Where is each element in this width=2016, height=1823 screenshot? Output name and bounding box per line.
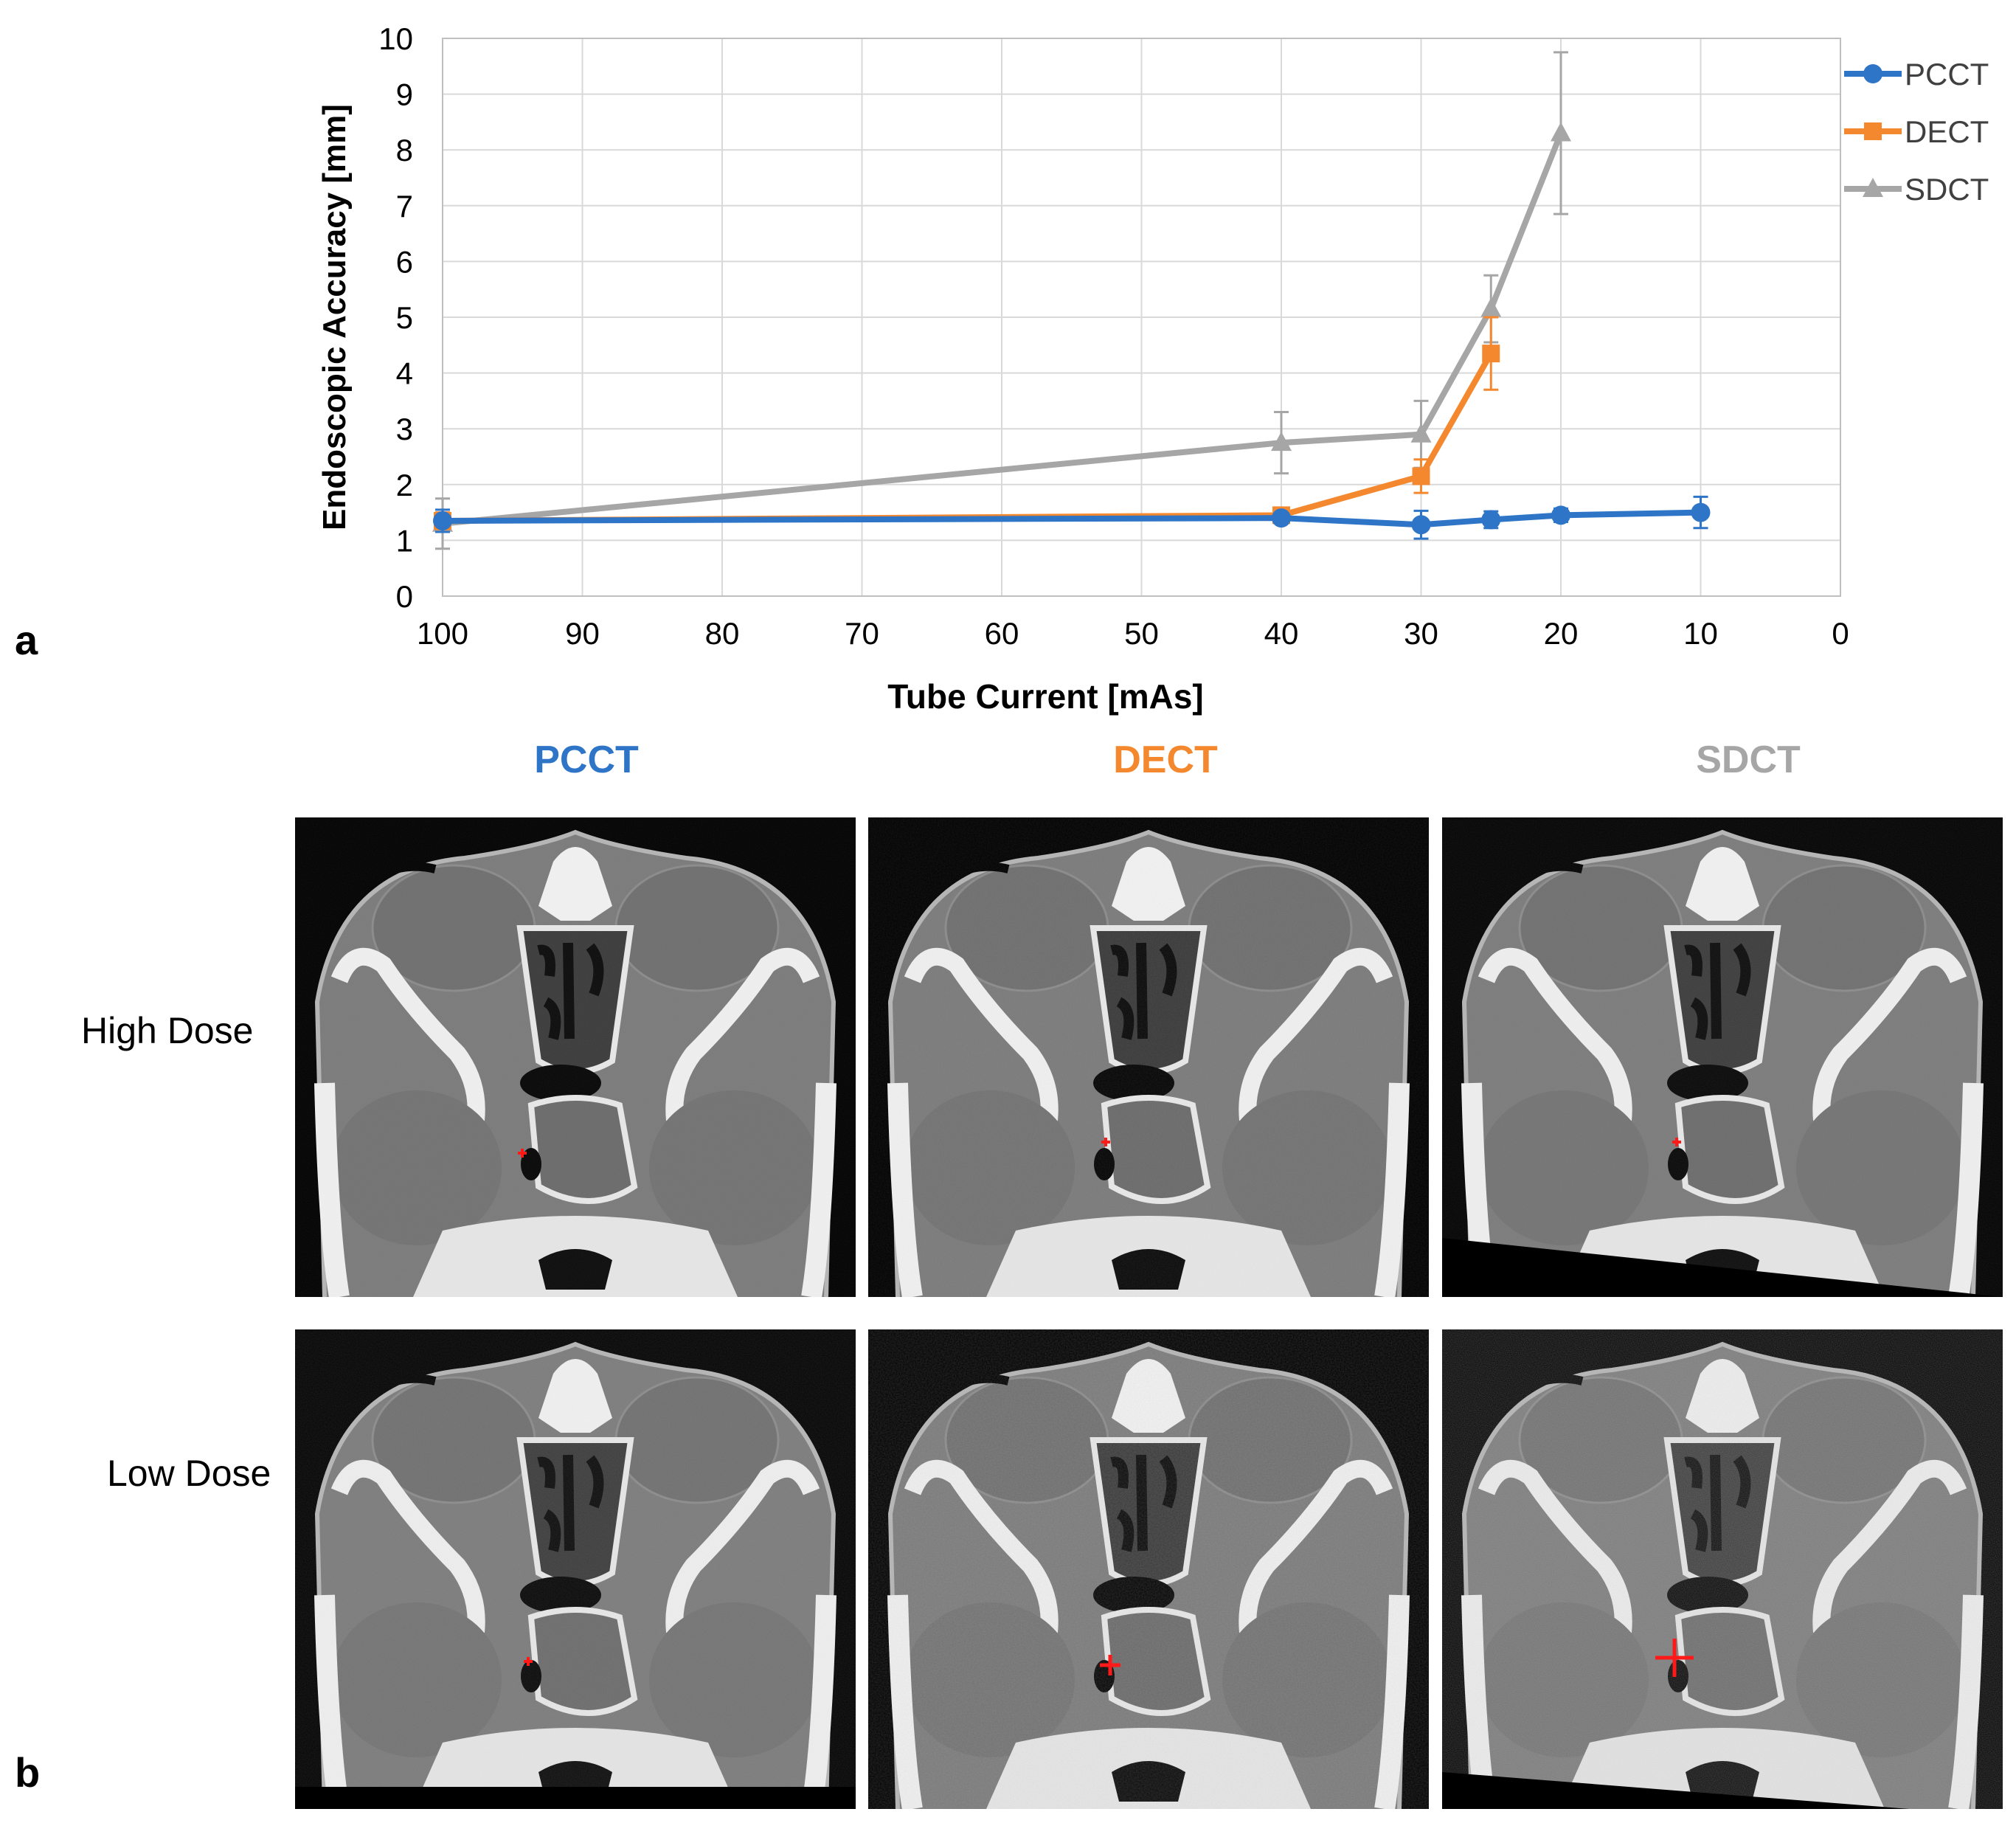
ct-scan-graphic [1442, 817, 2003, 1297]
x-tick-label: 60 [985, 616, 1019, 651]
series-dect [434, 316, 1500, 530]
plot-area-border [442, 38, 1841, 597]
legend-label: SDCT [1905, 172, 1989, 207]
data-point-dect [1412, 467, 1430, 485]
series-pcct [433, 495, 1711, 540]
ct-scan-graphic [295, 1329, 856, 1809]
panel-label-a: a [15, 617, 38, 663]
y-tick-label: 9 [396, 77, 413, 112]
ct-image-sdct-high-dose [1442, 817, 2003, 1297]
data-point-sdct [1551, 122, 1571, 142]
ct-scan-graphic [868, 1329, 1429, 1809]
ct-scan-graphic [868, 817, 1429, 1297]
y-tick-label: 1 [396, 523, 413, 558]
data-point-sdct [1863, 178, 1883, 197]
column-header-pcct: PCCT [534, 738, 639, 781]
ct-image-dect-high-dose [868, 817, 1429, 1297]
ct-image-pccct-low-dose [295, 1329, 856, 1809]
y-tick-label: 2 [396, 468, 413, 502]
y-tick-label: 8 [396, 133, 413, 167]
x-tick-label: 40 [1264, 616, 1299, 651]
y-tick-label: 4 [396, 356, 413, 391]
ct-image-sdct-low-dose [1442, 1329, 2003, 1809]
ct-image-pccct-high-dose [295, 817, 856, 1297]
ct-scan-graphic [295, 817, 856, 1297]
data-point-pcct [433, 511, 452, 530]
y-tick-label: 5 [396, 300, 413, 335]
ct-scan-graphic [1442, 1329, 2003, 1809]
x-tick-label: 0 [1832, 616, 1849, 651]
x-tick-label: 20 [1544, 616, 1579, 651]
y-tick-label: 10 [378, 21, 413, 56]
data-point-pcct [1691, 502, 1711, 522]
ct-image-dect-low-dose [868, 1329, 1429, 1809]
y-tick-label: 6 [396, 244, 413, 279]
x-tick-label: 100 [417, 616, 468, 651]
legend-item-sdct: SDCT [1844, 172, 1989, 207]
row-label-high-dose: High Dose [81, 1010, 254, 1051]
data-point-pcct [1272, 508, 1291, 528]
x-axis-title: Tube Current [mAs] [887, 677, 1204, 716]
x-tick-label: 90 [565, 616, 600, 651]
legend-item-pcct: PCCT [1844, 57, 1989, 91]
data-point-pcct [1411, 515, 1431, 535]
column-header-dect: DECT [1113, 738, 1218, 781]
y-tick-label: 3 [396, 412, 413, 446]
data-point-dect [1864, 122, 1882, 140]
x-tick-label: 30 [1404, 616, 1438, 651]
data-point-pcct [1551, 505, 1570, 525]
legend-item-dect: DECT [1844, 114, 1989, 149]
x-tick-label: 70 [845, 616, 879, 651]
data-point-sdct [1480, 297, 1502, 317]
x-tick-label: 10 [1683, 616, 1718, 651]
y-tick-label: 0 [396, 579, 413, 614]
row-label-low-dose: Low Dose [107, 1453, 271, 1494]
y-axis-title: Endoscopic Accuracy [mm] [316, 104, 353, 530]
data-point-sdct [1271, 432, 1292, 452]
data-point-pcct [1863, 64, 1882, 83]
panel-label-b: b [15, 1749, 41, 1796]
x-tick-label: 50 [1124, 616, 1159, 651]
legend-label: DECT [1905, 114, 1989, 149]
series-sdct [432, 51, 1571, 550]
series-line-pcct [442, 509, 1701, 528]
y-tick-label: 7 [396, 189, 413, 224]
column-header-sdct: SDCT [1696, 738, 1801, 781]
data-point-dect [1482, 345, 1500, 363]
data-point-pcct [1481, 510, 1501, 530]
legend-label: PCCT [1905, 57, 1989, 91]
x-tick-label: 80 [705, 616, 740, 651]
data-point-sdct [1410, 423, 1432, 443]
